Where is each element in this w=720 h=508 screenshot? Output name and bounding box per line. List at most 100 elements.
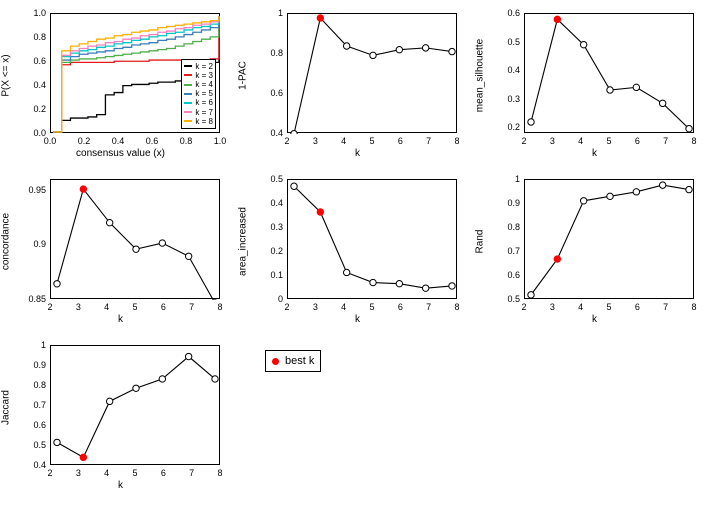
y-axis-label: 1-PAC — [238, 16, 249, 136]
y-tick: 0.6 — [496, 270, 520, 280]
x-tick: 5 — [606, 302, 611, 312]
x-tick: 5 — [132, 302, 137, 312]
y-tick: 0.4 — [259, 128, 283, 138]
x-tick: 8 — [454, 136, 459, 146]
x-tick: 2 — [284, 136, 289, 146]
x-tick: 5 — [369, 302, 374, 312]
x-tick: 8 — [454, 302, 459, 312]
y-tick: 0.2 — [259, 246, 283, 256]
legend-swatch — [184, 93, 192, 95]
x-tick: 8 — [691, 302, 696, 312]
y-tick: 0.8 — [22, 380, 46, 390]
plot-area — [524, 13, 694, 133]
y-tick: 0.8 — [259, 48, 283, 58]
legend-label: k = 7 — [195, 108, 213, 117]
legend-label: k = 6 — [195, 98, 213, 107]
x-tick: 4 — [578, 302, 583, 312]
x-tick: 0.8 — [180, 136, 193, 146]
cdf-legend: k = 2k = 3k = 4k = 5k = 6k = 7k = 8 — [181, 59, 216, 129]
y-tick: 0.5 — [496, 294, 520, 304]
legend-label: k = 4 — [195, 80, 213, 89]
y-axis-label: Jaccard — [1, 348, 12, 468]
legend-swatch — [184, 102, 192, 104]
legend-row: k = 3 — [184, 71, 213, 80]
x-tick: 4 — [104, 468, 109, 478]
y-tick: 0.4 — [22, 460, 46, 470]
x-tick: 3 — [550, 302, 555, 312]
y-axis-label: mean_silhouette — [475, 16, 486, 136]
legend-label: k = 8 — [195, 117, 213, 126]
y-tick: 1 — [259, 8, 283, 18]
y-tick: 0.3 — [259, 222, 283, 232]
x-tick: 6 — [398, 136, 403, 146]
y-axis-label: Rand — [475, 182, 486, 302]
best-k-dot-icon — [272, 358, 279, 365]
y-axis-label: P(X <= x) — [1, 16, 12, 136]
x-tick: 3 — [313, 136, 318, 146]
x-tick: 0.2 — [78, 136, 91, 146]
y-tick: 0.4 — [259, 198, 283, 208]
panel-silhouette: mean_silhouettek23456780.20.30.40.50.6 — [482, 8, 707, 168]
legend-swatch — [184, 74, 192, 76]
x-axis-label: k — [8, 480, 233, 491]
y-tick: 0.7 — [22, 400, 46, 410]
x-tick: 4 — [578, 136, 583, 146]
panel-cdf: k = 2k = 3k = 4k = 5k = 6k = 7k = 8P(X <… — [8, 8, 233, 168]
x-axis-label: k — [482, 314, 707, 325]
x-tick: 3 — [76, 468, 81, 478]
x-tick: 6 — [398, 302, 403, 312]
y-tick: 0.4 — [496, 65, 520, 75]
panel-pac: 1-PACk23456780.40.60.81 — [245, 8, 470, 168]
y-tick: 0.6 — [259, 88, 283, 98]
legend-swatch — [184, 65, 192, 67]
x-tick: 8 — [217, 468, 222, 478]
x-tick: 3 — [313, 302, 318, 312]
x-tick: 7 — [426, 136, 431, 146]
y-tick: 0.5 — [259, 174, 283, 184]
y-tick: 0.3 — [496, 94, 520, 104]
x-tick: 7 — [663, 136, 668, 146]
x-axis-label: k — [482, 148, 707, 159]
legend-row: k = 8 — [184, 117, 213, 126]
y-tick: 0.7 — [496, 246, 520, 256]
x-tick: 6 — [161, 302, 166, 312]
y-tick: 0.8 — [22, 32, 46, 42]
x-tick: 6 — [635, 302, 640, 312]
y-tick: 0.1 — [259, 270, 283, 280]
best-k-legend: best k — [265, 350, 321, 372]
x-tick: 8 — [217, 302, 222, 312]
x-tick: 2 — [521, 136, 526, 146]
legend-label: k = 3 — [195, 71, 213, 80]
legend-row: k = 7 — [184, 108, 213, 117]
x-tick: 4 — [341, 136, 346, 146]
plot-area — [524, 179, 694, 299]
legend-label: k = 5 — [195, 89, 213, 98]
x-tick: 7 — [189, 468, 194, 478]
x-tick: 4 — [104, 302, 109, 312]
x-tick: 6 — [161, 468, 166, 478]
legend-row: k = 6 — [184, 98, 213, 107]
panel-area-increased: area_increasedk234567800.10.20.30.40.5 — [245, 174, 470, 334]
legend-row: k = 2 — [184, 62, 213, 71]
y-tick: 0.6 — [22, 56, 46, 66]
panel-best-k-legend: best k — [245, 340, 470, 500]
x-tick: 4 — [341, 302, 346, 312]
y-tick: 1.0 — [22, 8, 46, 18]
legend-row: k = 4 — [184, 80, 213, 89]
x-tick: 5 — [369, 136, 374, 146]
chart-grid: k = 2k = 3k = 4k = 5k = 6k = 7k = 8P(X <… — [8, 8, 712, 500]
x-tick: 5 — [132, 468, 137, 478]
x-tick: 5 — [606, 136, 611, 146]
x-axis-label: consensus value (x) — [8, 148, 233, 159]
x-tick: 1.0 — [214, 136, 227, 146]
x-tick: 8 — [691, 136, 696, 146]
y-tick: 0.9 — [22, 360, 46, 370]
x-tick: 7 — [426, 302, 431, 312]
y-tick: 0.5 — [496, 37, 520, 47]
y-tick: 0.8 — [496, 222, 520, 232]
y-tick: 0.9 — [22, 239, 46, 249]
legend-swatch — [184, 120, 192, 122]
y-tick: 0 — [259, 294, 283, 304]
y-axis-label: area_increased — [238, 182, 249, 302]
legend-swatch — [184, 111, 192, 113]
